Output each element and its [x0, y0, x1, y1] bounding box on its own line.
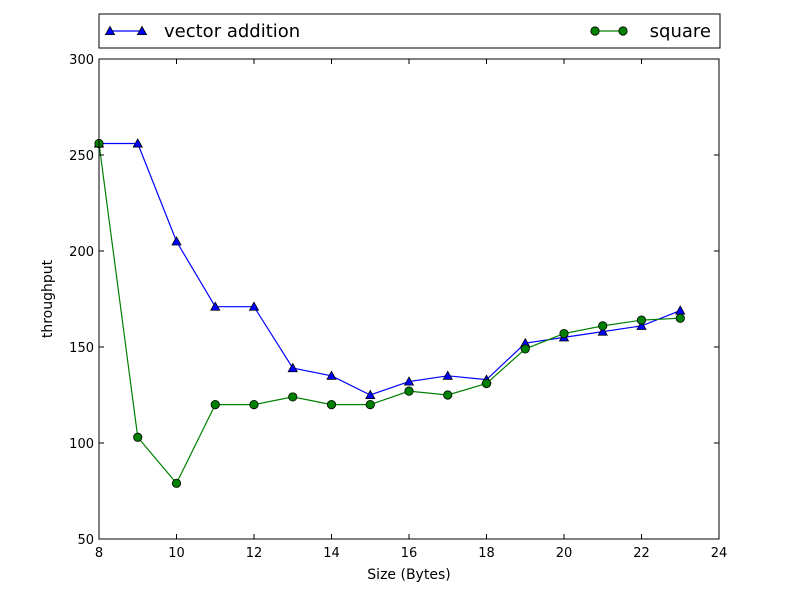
data-point [326, 370, 337, 380]
data-point [443, 390, 453, 400]
data-point [559, 328, 569, 339]
data-point [481, 378, 492, 389]
plot-area: 8 10 12 14 16 18 20 22 24 50 100 150 200 250 300 [69, 53, 727, 561]
series-2 [94, 138, 685, 488]
x-tick-label: 24 [711, 546, 728, 561]
data-point [171, 236, 182, 246]
data-point [248, 301, 260, 311]
plot-background [99, 59, 719, 539]
x-tick-label: 18 [478, 546, 495, 561]
series-line [98, 143, 681, 485]
legend-entry-1: vector addition [104, 21, 300, 42]
data-point [210, 301, 221, 311]
series-line [99, 142, 681, 396]
data-point [287, 362, 298, 373]
data-point [442, 370, 453, 380]
x-tick-label: 14 [323, 546, 340, 561]
data-point [171, 478, 182, 488]
y-tick-label: 300 [69, 53, 94, 68]
legend-entry-2: square [590, 21, 711, 42]
legend-label: vector addition [164, 21, 300, 42]
data-point [326, 399, 337, 410]
data-point [636, 320, 647, 330]
y-tick-label: 250 [69, 149, 94, 164]
x-tick-label: 16 [401, 546, 418, 561]
data-point [288, 392, 298, 402]
data-point [133, 432, 143, 442]
x-tick-label: 10 [168, 546, 185, 561]
data-point [598, 321, 608, 331]
legend-marker [618, 26, 628, 36]
legend-label: square [650, 21, 711, 42]
legend: vector addition square [98, 13, 721, 49]
data-point [403, 376, 415, 386]
y-tick-label: 150 [69, 341, 94, 356]
legend-marker [136, 25, 148, 35]
legend-marker [104, 25, 116, 35]
y-axis-label: throughput [40, 259, 56, 338]
data-point [597, 326, 608, 336]
y-tick-label: 100 [69, 437, 94, 452]
legend-marker [590, 26, 600, 36]
y-tick-label: 50 [77, 533, 94, 548]
data-point [210, 399, 220, 410]
data-point [132, 138, 143, 148]
data-point [675, 313, 685, 323]
data-point [520, 344, 530, 354]
x-tick-label: 20 [556, 546, 573, 561]
x-axis-label: Size (Bytes) [367, 567, 450, 583]
data-point [249, 399, 259, 410]
data-point [365, 399, 375, 410]
x-tick-label: 22 [633, 546, 650, 561]
y-tick-label: 200 [69, 245, 94, 260]
x-tick-label: 12 [246, 546, 263, 561]
data-point [365, 389, 376, 400]
x-tick-label: 8 [95, 546, 103, 561]
data-point [636, 315, 647, 325]
data-point [404, 386, 414, 396]
